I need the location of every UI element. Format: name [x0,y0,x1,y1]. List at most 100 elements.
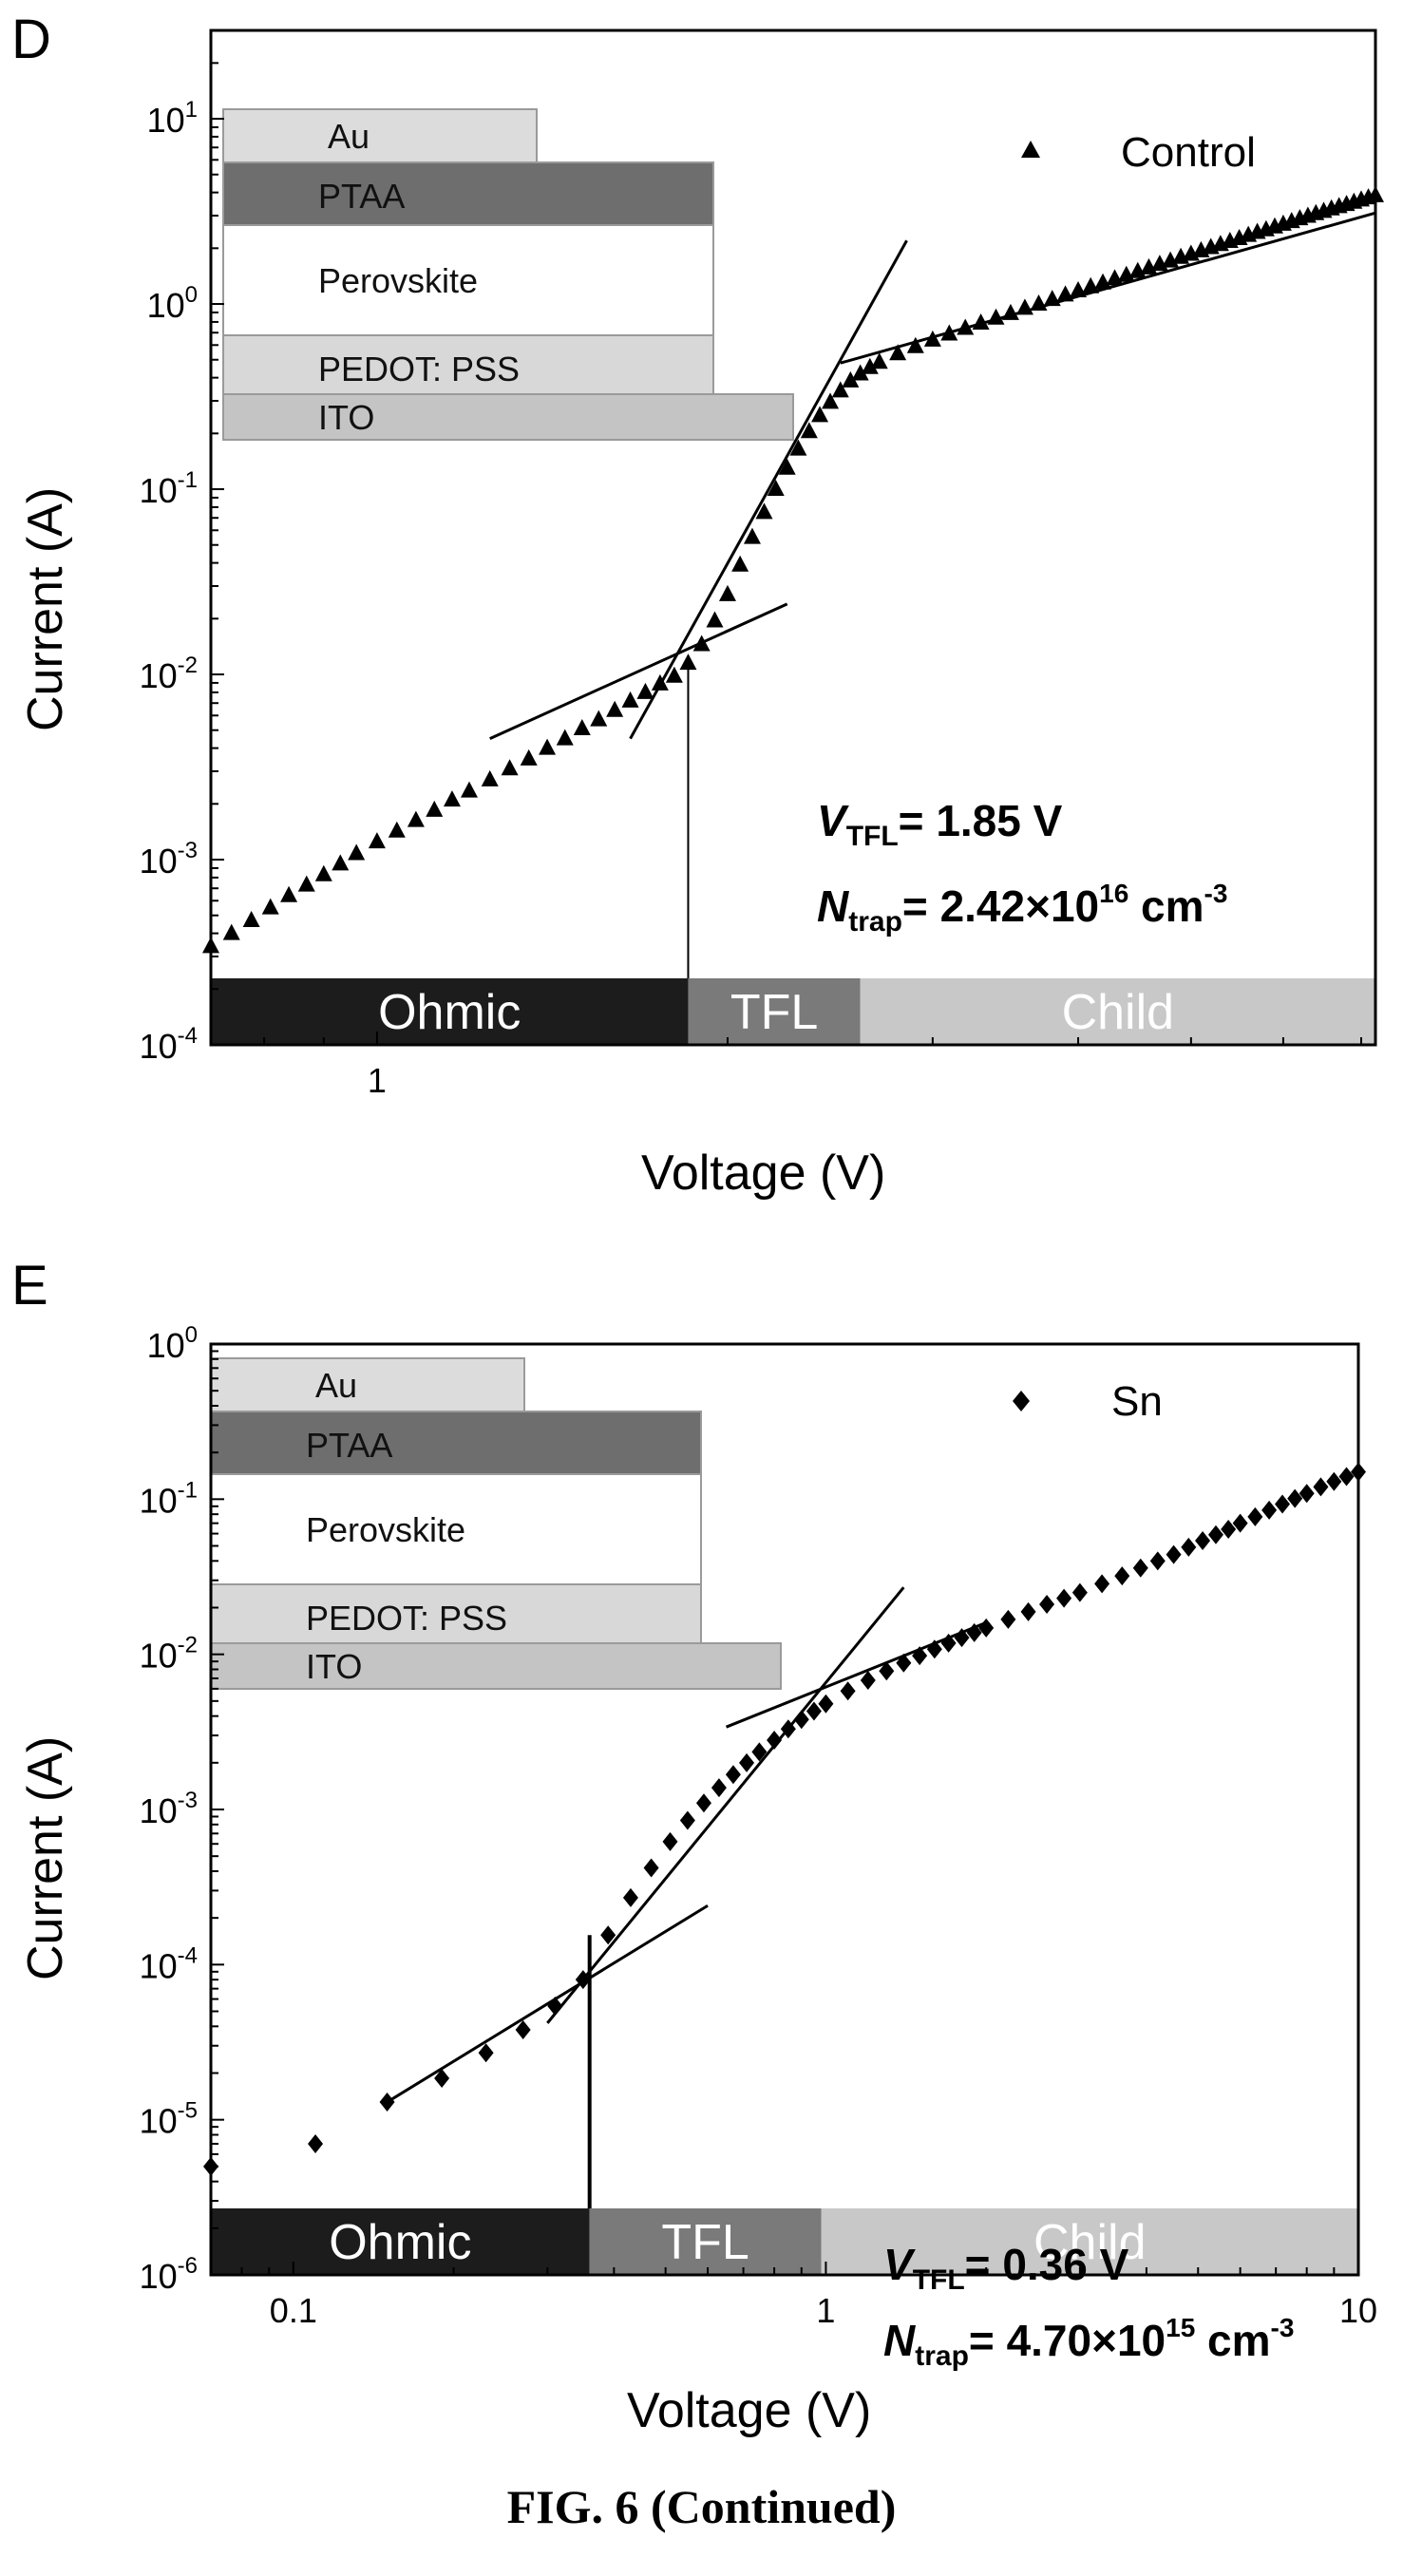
e-data-point [308,2133,324,2153]
d-y-tick-label: 10-4 [140,1023,198,1066]
e-x-tick-label: 0.1 [270,2291,317,2330]
e-data-point [1287,1488,1303,1508]
e-x-tick-label: 10 [1339,2291,1377,2330]
d-data-point [789,439,807,456]
e-data-point [1195,1531,1211,1551]
e-data-point [896,1653,912,1673]
d-data-point [767,480,785,497]
e-data-point [1261,1500,1278,1520]
chart-panel-d: Ohmic TFL Child Au PTAA Perovskite PEDOT: PSS I… [140,28,1384,1100]
d-data-point [1056,285,1074,302]
d-data-point [651,673,669,691]
d-layer-label-ito: ITO [318,398,374,437]
e-data-point [840,1681,856,1701]
e-fit-line-1 [386,1904,709,2104]
e-y-tick-label: 10-3 [140,1788,198,1830]
e-data-point [879,1661,895,1681]
e-layer-ito [210,1642,782,1690]
d-data-point [556,729,574,746]
e-layer-ptaa [210,1411,702,1479]
figure-caption: FIG. 6 (Continued) [506,2480,897,2533]
e-data-point [1000,1609,1016,1629]
e-data-point [912,1646,928,1666]
panel-e-xlabel: Voltage (V) [627,2383,872,2438]
d-data-point [501,759,519,776]
d-region-child [860,978,1375,1045]
d-legend-marker [1021,141,1040,158]
e-data-point [662,1831,678,1851]
d-layer-label-au: Au [328,117,370,156]
e-data-point [940,1633,957,1653]
d-layer-perovskite [222,224,714,336]
e-data-point [1181,1537,1197,1557]
e-data-point [1149,1551,1166,1571]
d-data-point [811,406,829,423]
d-data-point [923,330,941,347]
d-data-point [1070,281,1088,298]
d-data-point [706,611,724,628]
chart-panel-e: Ohmic TFL Child Au PTAA Perovskite PEDOT: PSS I… [140,1322,1377,2372]
e-data-point [1313,1477,1329,1497]
d-data-point [539,738,557,755]
e-region-ohmic [211,2208,590,2275]
e-data-point [954,1628,970,1648]
d-data-point [443,790,461,807]
e-data-point [1221,1519,1237,1539]
d-layer-au [222,108,538,163]
d-data-point [520,748,538,766]
d-data-point [332,854,350,871]
e-layer-label-ito: ITO [306,1647,362,1686]
d-layer-ptaa [222,161,714,230]
d-region-tfl [688,978,861,1045]
d-data-point [861,357,879,374]
e-ntrap-annotation: Ntrap= 4.70×1015 cm-3 [883,2313,1294,2372]
e-layer-perovskite [210,1473,702,1585]
d-data-point [222,923,240,940]
d-y-tick-label: 101 [147,97,198,140]
e-data-point [1039,1595,1055,1615]
d-layer-label-pedotpss: PEDOT: PSS [318,350,520,388]
d-data-point [460,781,478,798]
e-legend-marker [1013,1391,1030,1411]
d-data-point [368,832,386,849]
d-fit-line-1 [489,602,788,741]
e-data-point [1071,1582,1088,1602]
d-data-point [870,352,888,369]
d-data-point [621,691,639,708]
d-layer-label-ptaa: PTAA [318,177,405,216]
d-data-point [957,318,975,335]
e-data-point [1275,1494,1291,1514]
e-data-point [1299,1484,1315,1504]
d-data-point [261,898,279,915]
e-data-point [1338,1467,1355,1487]
d-data-point [718,584,736,601]
e-data-point [1247,1506,1263,1526]
e-layer-label-au: Au [315,1366,357,1405]
e-data-point [643,1858,659,1878]
d-data-point [1015,298,1033,315]
d-data-point [842,370,860,388]
d-data-point [851,364,869,381]
d-data-point [481,769,499,786]
d-data-point [906,336,924,353]
e-data-point [793,1710,809,1730]
d-y-tick-label: 10-2 [140,653,198,695]
d-data-point [778,458,796,475]
e-data-point [600,1925,616,1945]
e-data-point [622,1887,638,1907]
e-data-point [966,1622,982,1642]
e-y-tick-label: 10-2 [140,1633,198,1676]
e-data-point [434,2069,450,2089]
d-data-point [679,653,697,671]
d-data-point [314,864,332,881]
d-data-point [692,635,711,652]
d-data-point [889,344,907,361]
d-layer-label-perovskite: Perovskite [318,261,478,300]
e-data-point [679,1810,695,1830]
d-vtfl-annotation: VTFL= 1.85 V [817,796,1063,852]
d-data-point [1030,294,1048,312]
e-data-point [1020,1601,1036,1621]
d-data-point [426,800,444,817]
e-region-label-ohmic: Ohmic [329,2215,471,2270]
d-data-point [242,910,260,927]
